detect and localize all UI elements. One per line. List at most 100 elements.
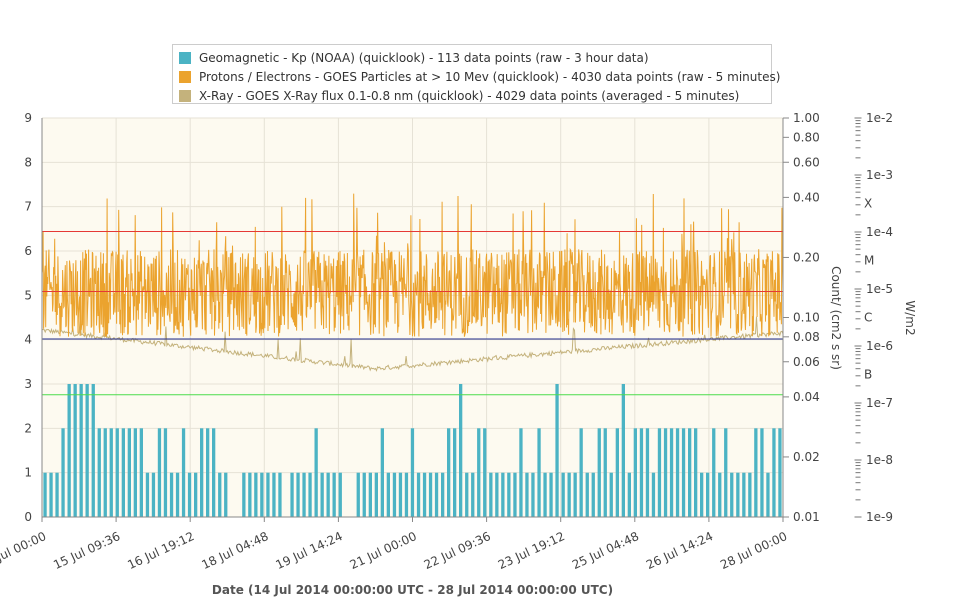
kp-bar [742, 472, 746, 517]
kp-bar [109, 428, 113, 517]
kp-bar [675, 428, 680, 517]
proton-tick-label: 0.40 [793, 190, 820, 204]
kp-bar [145, 472, 150, 517]
xray-tick-label: 1e-8 [866, 453, 893, 467]
kp-bar [513, 472, 517, 517]
legend: Geomagnetic - Kp (NOAA) (quicklook) - 11… [172, 44, 780, 105]
kp-bar [772, 428, 776, 517]
kp-bar [615, 428, 619, 517]
kp-bar [115, 428, 119, 517]
kp-bar [434, 472, 439, 517]
proton-tick-label: 0.02 [793, 450, 820, 464]
proton-axis-title: Count/ (cm2 s sr) [829, 266, 843, 370]
kp-bar [730, 472, 734, 517]
kp-bar [338, 472, 342, 517]
kp-bar [585, 472, 589, 517]
kp-bar [639, 428, 644, 517]
kp-bar [206, 428, 210, 517]
kp-bar [543, 472, 547, 517]
xray-line [41, 316, 784, 372]
kp-bar [724, 428, 728, 517]
kp-bar [181, 428, 186, 517]
proton-tick-label: 0.80 [793, 130, 820, 144]
xray-tick-label: 1e-4 [866, 225, 893, 239]
xray-tick-label: 1e-2 [866, 111, 893, 125]
x-tick-label: 16 Jul 19:12 [125, 529, 196, 572]
kp-bar [398, 472, 403, 517]
kp-bar [248, 472, 252, 517]
kp-bar [266, 472, 270, 517]
kp-bar [224, 472, 228, 517]
kp-bar [657, 428, 662, 517]
kp-bar [91, 384, 95, 517]
kp-bar [453, 428, 457, 517]
kp-bar [561, 472, 565, 517]
kp-bar [139, 428, 143, 517]
kp-series [43, 384, 782, 517]
kp-bar [694, 428, 698, 517]
kp-bar [368, 472, 372, 517]
kp-bar [320, 472, 324, 517]
kp-tick-label: 1 [24, 466, 32, 480]
kp-tick-label: 4 [24, 333, 32, 347]
kp-bar [447, 428, 451, 517]
xray-class-label: M [864, 254, 874, 268]
proton-line [41, 193, 784, 337]
kp-bar [579, 428, 583, 517]
kp-bar [103, 428, 107, 517]
kp-bar [43, 472, 47, 517]
kp-bar [422, 472, 427, 517]
kp-bar [127, 428, 131, 517]
kp-bar [242, 472, 246, 517]
kp-bar [404, 472, 409, 517]
kp-tick-label: 8 [24, 155, 32, 169]
kp-bar [212, 428, 216, 517]
kp-bar [428, 472, 433, 517]
kp-bar [760, 428, 764, 517]
kp-bar [477, 428, 481, 517]
legend-label-kp: Geomagnetic - Kp (NOAA) (quicklook) - 11… [199, 50, 649, 65]
kp-bar [85, 384, 89, 517]
legend-label-xray: X-Ray - GOES X-Ray flux 0.1-0.8 nm (quic… [199, 88, 740, 103]
xray-class-label: C [864, 311, 872, 325]
kp-bar [609, 472, 613, 517]
kp-bar [621, 384, 625, 517]
kp-bar [525, 472, 529, 517]
xray-class-label: X [864, 197, 872, 211]
kp-bar [362, 472, 366, 517]
kp-tick-label: 3 [24, 377, 32, 391]
kp-tick-label: 6 [24, 244, 32, 258]
kp-bar [471, 472, 475, 517]
kp-bar [79, 384, 83, 517]
kp-bar [374, 472, 378, 517]
kp-bar [483, 428, 487, 517]
kp-bar [633, 428, 637, 517]
kp-bar [151, 472, 156, 517]
proton-tick-label: 0.60 [793, 155, 820, 169]
kp-bar [754, 428, 758, 517]
kp-bar [302, 472, 306, 517]
legend-item-protons[interactable]: Protons / Electrons - GOES Particles at … [179, 67, 780, 86]
kp-bar [627, 472, 631, 517]
kp-bar [272, 472, 276, 517]
kp-bar [603, 428, 607, 517]
kp-bar [380, 428, 384, 517]
kp-tick-label: 9 [24, 111, 32, 125]
xray-axis-ticks: 1e-9 1e-8 1e-7 1e-6 1e-5 1e-4 1e-3 1e-2 B C M X [854, 111, 893, 524]
kp-bar [314, 428, 318, 517]
legend-item-kp[interactable]: Geomagnetic - Kp (NOAA) (quicklook) - 11… [179, 48, 771, 67]
proton-tick-label: 0.01 [793, 510, 820, 524]
kp-bar [778, 428, 782, 517]
kp-bar [67, 384, 71, 517]
x-tick-label: 18 Jul 04:48 [199, 529, 270, 572]
x-tick-label: 14 Jul 00:00 [0, 529, 48, 572]
kp-bar [519, 428, 523, 517]
kp-bar [278, 472, 282, 517]
kp-bar [326, 472, 330, 517]
xray-tick-label: 1e-3 [866, 168, 893, 182]
legend-item-xray[interactable]: X-Ray - GOES X-Ray flux 0.1-0.8 nm (quic… [179, 86, 771, 105]
kp-bar [296, 472, 300, 517]
kp-bar [121, 428, 125, 517]
